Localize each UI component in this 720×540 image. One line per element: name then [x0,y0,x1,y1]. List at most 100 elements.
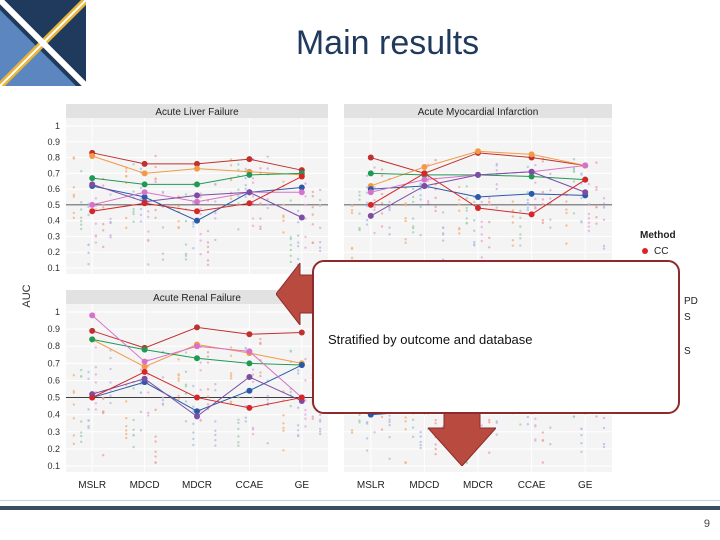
background-point [495,187,498,191]
background-point [304,182,307,185]
data-point-purple [298,214,305,221]
background-point [587,217,591,220]
background-point [199,361,202,364]
background-point [147,210,150,213]
background-point [282,422,285,425]
background-point [79,216,83,219]
background-point [139,186,143,190]
background-point [318,246,322,249]
background-point [526,165,530,169]
background-point [184,383,188,386]
y-tick-label: 0.1 [47,461,60,471]
background-point [365,223,369,226]
background-point [388,206,391,210]
background-point [572,180,576,183]
background-point [109,401,112,405]
background-point [289,349,292,352]
data-point-orange [89,152,96,159]
background-point [282,414,285,417]
background-point [229,178,233,182]
data-point-pink [194,198,200,205]
data-point-green [246,171,253,178]
background-point [289,236,292,239]
background-point [318,430,322,433]
background-point [184,258,188,261]
background-point [139,410,143,414]
background-point [411,418,415,422]
data-point-green [141,181,148,188]
background-point [587,221,591,224]
data-point-red [194,160,200,167]
background-point [282,180,285,183]
background-point [206,245,210,249]
background-point [572,415,576,418]
background-point [511,239,515,242]
background-point [177,377,180,380]
background-point [511,244,515,247]
background-point [87,262,90,266]
background-point [350,429,354,432]
background-point [358,421,361,424]
background-point [139,368,143,371]
data-point-green [367,170,374,177]
background-point [350,211,354,215]
background-point [289,404,292,408]
background-point [602,416,606,420]
background-point [595,188,598,191]
background-point [132,210,135,213]
background-point [519,237,522,240]
background-point [549,442,552,446]
background-point [441,211,445,214]
background-point [587,229,591,233]
background-point [192,225,195,228]
background-point [289,248,292,252]
background-point [214,217,217,220]
background-point [102,206,105,209]
background-point [304,408,307,412]
background-point [206,259,210,262]
background-point [184,392,188,395]
data-point-blue [298,362,305,369]
background-point [473,243,476,246]
background-point [580,450,583,454]
background-point [358,228,361,231]
callout-text: Stratified by outcome and database [328,332,533,347]
background-point [480,220,483,224]
x-tick-label: CCAE [518,480,546,491]
background-point [311,213,315,216]
data-point-blue [194,217,200,224]
background-point [154,165,157,169]
background-point [304,425,307,428]
background-point [229,374,233,378]
background-point [318,420,322,423]
background-point [296,406,300,409]
background-point [87,408,90,411]
background-point [251,177,255,180]
data-point-blue [298,184,305,191]
background-point [109,217,112,221]
background-point [365,201,369,204]
background-point [109,193,112,196]
background-point [534,205,537,209]
background-point [488,246,491,249]
background-point [229,354,233,358]
background-point [365,218,369,222]
background-point [380,225,384,228]
background-point [251,373,255,376]
background-point [495,164,498,167]
background-point [102,245,105,249]
background-point [572,167,576,170]
callout-box: Stratified by outcome and database [312,260,680,414]
data-point-purple [246,374,253,381]
background-point [79,201,83,204]
background-point [419,233,422,237]
background-point [419,183,422,186]
background-point [434,158,437,162]
background-point [72,434,76,437]
background-point [304,357,307,361]
background-point [199,252,202,256]
background-point [350,204,354,208]
background-point [318,198,322,202]
background-point [94,204,98,208]
data-point-purple [194,192,200,199]
